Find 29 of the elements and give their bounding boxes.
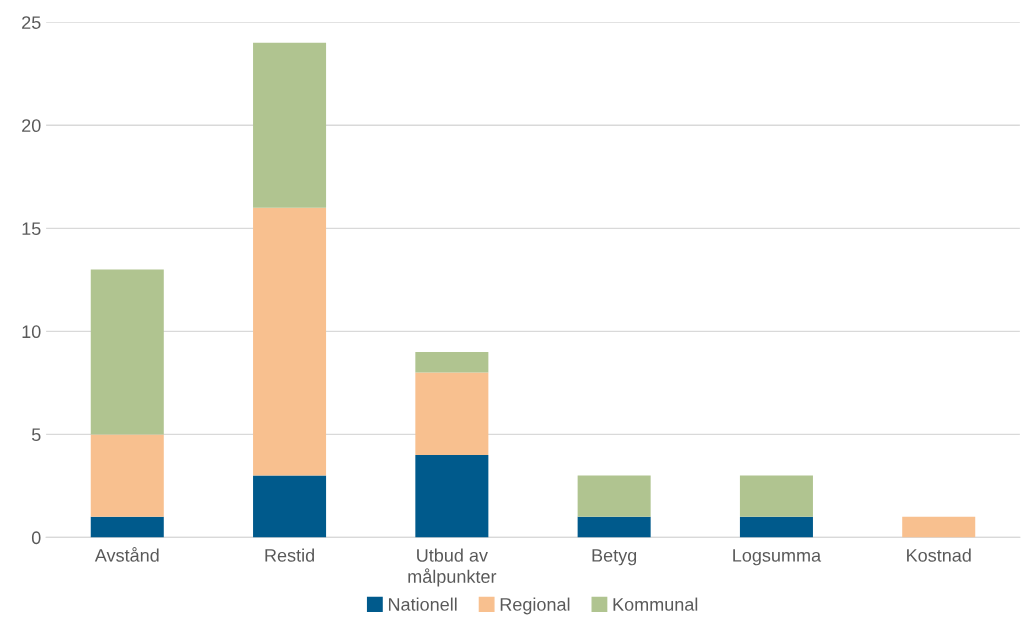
bar bbox=[902, 516, 976, 538]
y-tick-label: 15 bbox=[22, 222, 41, 236]
bar bbox=[415, 454, 489, 538]
bar bbox=[415, 372, 489, 455]
x-tick-label: Kostnad bbox=[907, 548, 971, 562]
bar bbox=[253, 207, 327, 476]
x-tick-label: Betyg bbox=[592, 549, 637, 566]
legend-label: Regional bbox=[500, 597, 570, 615]
bar bbox=[90, 434, 164, 517]
legend-label: Nationell bbox=[388, 597, 457, 611]
bar bbox=[90, 269, 164, 435]
y-tick-label: 0 bbox=[31, 531, 41, 545]
x-tick-label: Logsumma bbox=[733, 549, 822, 566]
bar bbox=[90, 516, 164, 538]
y-tick-label: 10 bbox=[22, 325, 41, 339]
y-tick-label: 5 bbox=[31, 428, 41, 442]
bar bbox=[577, 475, 651, 517]
y-tick-label: 20 bbox=[22, 119, 41, 133]
x-tick-label: Avstånd bbox=[94, 547, 159, 562]
y-tick-label: 25 bbox=[22, 16, 41, 29]
x-tick-label: Utbud av målpunkter bbox=[408, 548, 497, 587]
bar bbox=[739, 475, 813, 517]
x-tick-label: Restid bbox=[265, 548, 314, 562]
bar bbox=[577, 516, 651, 538]
legend-label: Kommunal bbox=[613, 597, 698, 611]
bar bbox=[253, 475, 327, 538]
bar bbox=[739, 516, 813, 538]
bar bbox=[253, 42, 327, 208]
bar bbox=[415, 351, 489, 373]
